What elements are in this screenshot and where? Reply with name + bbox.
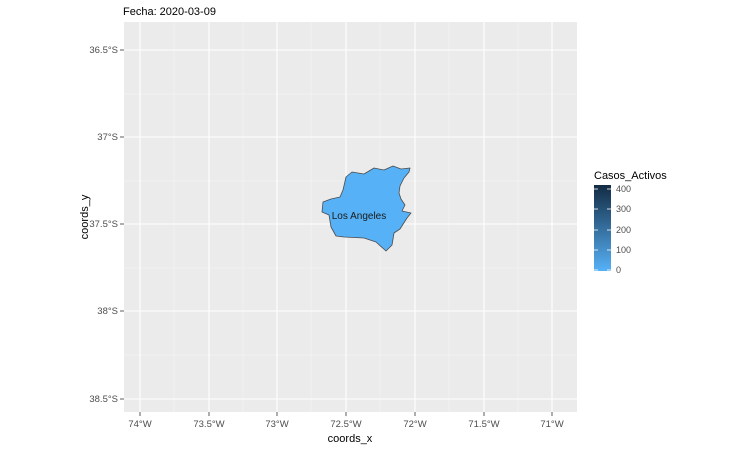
- region-polygon[interactable]: [321, 165, 412, 252]
- x-tick-label: 73°W: [265, 419, 288, 430]
- y-axis: 36.5°S 37°S 37.5°S 38°S 38.5°S: [89, 45, 124, 405]
- region-label: Los Angeles: [332, 211, 387, 222]
- plot-title: Fecha: 2020-03-09: [123, 6, 216, 18]
- y-tick-label: 37°S: [97, 132, 118, 143]
- legend-label: 300: [616, 204, 631, 214]
- legend-label: 0: [616, 265, 621, 275]
- legend-title: Casos_Activos: [594, 170, 667, 182]
- legend-colorbar: [594, 185, 611, 271]
- x-axis-title: coords_x: [328, 433, 373, 445]
- y-tick-label: 36.5°S: [89, 45, 118, 56]
- x-tick-label: 72.5°W: [330, 419, 361, 430]
- x-tick-label: 73.5°W: [193, 419, 224, 430]
- y-tick-label: 38°S: [97, 306, 118, 317]
- y-tick-label: 38.5°S: [89, 394, 118, 405]
- legend-label: 100: [616, 245, 631, 255]
- x-tick-label: 71.5°W: [468, 419, 499, 430]
- legend: Casos_Activos 400 300 200 100 0: [594, 170, 667, 275]
- x-tick-label: 74°W: [128, 419, 151, 430]
- x-tick-label: 72°W: [403, 419, 426, 430]
- x-axis: 74°W 73.5°W 73°W 72.5°W 72°W 71.5°W 71°W: [128, 412, 564, 430]
- y-axis-title: coords_y: [79, 194, 91, 239]
- legend-label: 200: [616, 225, 631, 235]
- y-tick-label: 37.5°S: [89, 219, 118, 230]
- minor-grid: [124, 22, 577, 412]
- legend-label: 400: [616, 184, 631, 194]
- x-tick-label: 71°W: [540, 419, 563, 430]
